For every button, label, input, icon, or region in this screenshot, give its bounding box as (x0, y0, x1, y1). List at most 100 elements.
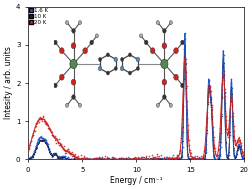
Point (30, 133, 35, 136)
Point (223, 148, 227, 151)
Point (148, 158, 152, 161)
Point (208, 100, 212, 103)
Point (80, 158, 84, 161)
Point (104, 158, 108, 161)
Point (115, 160, 119, 163)
Point (220, 65, 224, 68)
Point (162, 158, 166, 161)
Point (34, 144, 38, 147)
Point (119, 158, 123, 161)
Point (84, 156, 88, 159)
Point (48, 152, 52, 155)
Point (91, 159, 95, 162)
Point (213, 159, 217, 162)
Point (137, 159, 141, 162)
Point (196, 158, 200, 161)
Point (176, 158, 180, 161)
Point (204, 110, 208, 113)
Point (167, 158, 171, 161)
Point (35, 143, 39, 146)
Point (164, 159, 168, 162)
Point (130, 157, 134, 160)
Point (104, 159, 108, 162)
Point (208, 98, 212, 101)
Point (161, 159, 165, 162)
Point (83, 156, 87, 159)
Point (225, 159, 229, 162)
Point (28, 156, 32, 159)
Point (117, 158, 121, 161)
Point (199, 157, 203, 160)
Point (219, 95, 223, 98)
Point (127, 158, 131, 161)
Point (182, 48, 186, 51)
Point (219, 76, 224, 79)
Point (62, 155, 66, 158)
Point (113, 157, 117, 160)
Point (64, 156, 68, 159)
Point (144, 158, 148, 161)
Point (217, 153, 221, 156)
Point (118, 159, 122, 162)
Point (180, 104, 184, 107)
Point (172, 157, 176, 160)
Point (67, 151, 71, 154)
Point (100, 159, 104, 162)
Point (76, 158, 80, 161)
Point (217, 132, 221, 135)
Point (111, 159, 115, 162)
Point (76, 158, 80, 161)
Point (174, 156, 178, 160)
Point (73, 155, 77, 158)
Point (151, 158, 155, 161)
Point (169, 159, 173, 162)
Point (173, 158, 177, 161)
Point (115, 159, 119, 162)
Point (54, 137, 58, 140)
Point (102, 159, 106, 162)
Point (77, 158, 81, 161)
Point (166, 158, 170, 161)
Point (34, 147, 38, 150)
Point (48, 130, 52, 133)
Point (119, 159, 123, 162)
Point (200, 157, 204, 160)
Point (83, 157, 87, 160)
Point (139, 156, 143, 159)
Point (79, 156, 83, 159)
Point (133, 159, 137, 162)
Point (209, 108, 213, 111)
Point (119, 157, 123, 160)
Point (212, 158, 216, 161)
Point (39, 140, 43, 143)
Point (90, 159, 94, 162)
Point (173, 159, 177, 162)
Point (87, 157, 91, 160)
Point (84, 157, 88, 160)
Point (69, 157, 73, 160)
Point (223, 115, 227, 118)
Point (124, 159, 128, 162)
Point (209, 106, 213, 109)
Point (91, 158, 96, 161)
Point (36, 137, 40, 140)
Point (50, 155, 54, 158)
Point (94, 158, 98, 161)
Point (144, 158, 148, 161)
Point (71, 159, 75, 162)
Point (127, 158, 131, 161)
Point (142, 158, 146, 161)
Point (153, 158, 158, 161)
Point (74, 158, 78, 161)
Point (60, 156, 64, 159)
Point (70, 158, 74, 161)
Point (190, 158, 194, 161)
Point (185, 123, 189, 126)
Point (229, 105, 233, 108)
Point (139, 158, 143, 161)
Point (201, 157, 205, 160)
Point (221, 62, 225, 65)
Point (137, 158, 141, 161)
Point (69, 152, 73, 155)
Point (147, 158, 151, 161)
